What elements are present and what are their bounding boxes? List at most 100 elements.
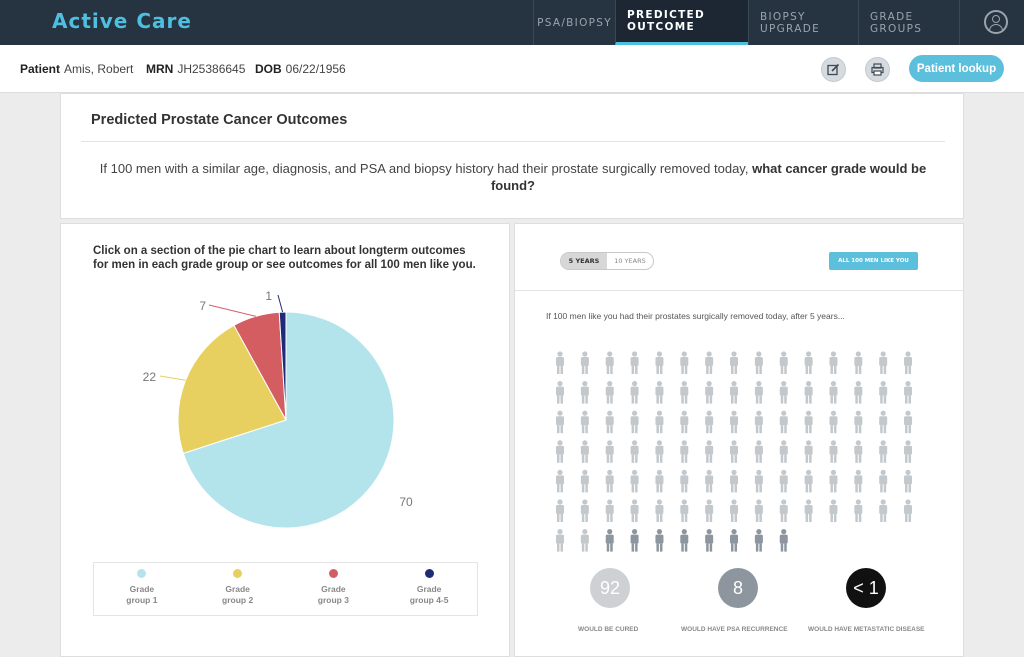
person-icon xyxy=(829,410,838,434)
person-icon xyxy=(605,469,614,493)
person-icon xyxy=(605,529,614,552)
person-icon xyxy=(730,469,739,493)
person-icon xyxy=(804,499,813,522)
toggle-10-years[interactable]: 10 YEARS xyxy=(614,257,646,265)
patient-bar: Patient Amis, Robert MRN JH25386645 DOB 06/… xyxy=(0,45,1024,93)
user-circle-icon[interactable] xyxy=(984,10,1008,34)
person-icon xyxy=(680,381,689,404)
person-icon xyxy=(630,529,639,552)
person-icon xyxy=(754,440,763,463)
person-icon xyxy=(556,351,564,374)
person-icon xyxy=(680,351,689,374)
patient-lookup-button[interactable]: Patient lookup xyxy=(909,55,1004,82)
person-icon xyxy=(829,440,838,463)
person-icon xyxy=(630,440,639,463)
person-icon xyxy=(605,410,614,434)
pie-slice-grade-1[interactable] xyxy=(182,311,395,529)
person-icon xyxy=(605,499,614,522)
icon-array-subtitle: If 100 men like you had their prostates … xyxy=(546,311,845,321)
divider xyxy=(81,141,945,142)
dob-value: 06/22/1956 xyxy=(285,62,346,76)
patient-name-field: Patient Amis, Robert xyxy=(20,62,133,76)
person-icon xyxy=(705,381,714,404)
person-icon xyxy=(556,499,564,522)
person-icon xyxy=(779,499,788,522)
legend-item-grade-3[interactable]: Grade group 3 xyxy=(286,563,382,615)
person-icon xyxy=(904,469,913,493)
nav-tabs: PSA/BIOPSY PREDICTED OUTCOME BIOPSY UPGR… xyxy=(533,0,1024,45)
person-icon xyxy=(754,469,763,493)
tab-biopsy-upgrade[interactable]: BIOPSY UPGRADE xyxy=(748,0,858,45)
person-icon xyxy=(730,351,739,374)
person-icon xyxy=(705,469,714,493)
person-icon xyxy=(754,351,763,374)
person-icon xyxy=(879,381,888,404)
print-button[interactable] xyxy=(865,57,890,82)
person-icon xyxy=(605,381,614,404)
tab-predicted-outcome[interactable]: PREDICTED OUTCOME xyxy=(615,0,748,45)
person-icon xyxy=(879,499,888,522)
person-icon xyxy=(779,469,788,493)
person-icon xyxy=(829,469,838,493)
person-icon xyxy=(580,381,589,404)
person-icon xyxy=(854,381,863,404)
person-icon xyxy=(754,499,763,522)
legend-label: Grade group 4-5 xyxy=(409,584,449,605)
grade-pie-chart[interactable]: 70 22 7 1 xyxy=(61,274,509,544)
person-icon xyxy=(680,529,689,552)
divider xyxy=(515,290,963,291)
person-icon xyxy=(904,499,913,522)
mrn-field: MRN JH25386645 xyxy=(146,62,245,76)
person-icon xyxy=(854,410,863,434)
person-icon xyxy=(779,410,788,434)
person-icon xyxy=(580,351,589,374)
stat-metastatic-circle: < 1 xyxy=(846,568,886,608)
outcome-question: If 100 men with a similar age, diagnosis… xyxy=(81,160,945,194)
slice-label-grade-4-5: 1 xyxy=(265,289,272,303)
person-icon xyxy=(556,529,564,552)
legend-dot xyxy=(424,569,434,578)
person-icon xyxy=(580,529,589,552)
legend-item-grade-1[interactable]: Grade group 1 xyxy=(94,563,190,615)
legend-dot xyxy=(137,569,147,578)
people-icon-array xyxy=(556,351,913,552)
slice-label-grade-2: 22 xyxy=(143,370,157,384)
person-icon xyxy=(655,410,664,434)
edit-button[interactable] xyxy=(821,57,846,82)
tab-psa-biopsy[interactable]: PSA/BIOPSY xyxy=(533,0,615,45)
person-icon xyxy=(655,351,664,374)
person-icon xyxy=(854,499,863,522)
person-icon xyxy=(655,440,664,463)
tab-grade-groups[interactable]: GRADE GROUPS xyxy=(858,0,959,45)
person-icon xyxy=(904,440,913,463)
person-icon xyxy=(580,410,589,434)
person-icon xyxy=(705,529,714,552)
stat-metastatic-value: < 1 xyxy=(853,577,879,598)
toggle-5-years[interactable]: 5 YEARS xyxy=(561,253,607,269)
person-icon xyxy=(854,469,863,493)
person-icon xyxy=(680,440,689,463)
stat-cured-value: 92 xyxy=(599,577,621,598)
person-icon xyxy=(655,469,664,493)
stat-cured-label: WOULD BE CURED xyxy=(578,626,639,633)
person-icon xyxy=(655,499,664,522)
page-title: Predicted Prostate Cancer Outcomes xyxy=(91,112,348,128)
all-men-button[interactable]: ALL 100 MEN LIKE YOU xyxy=(829,252,918,270)
person-icon xyxy=(705,351,714,374)
person-icon xyxy=(705,410,714,434)
person-icon xyxy=(754,410,763,434)
person-icon xyxy=(904,410,913,434)
person-icon xyxy=(680,410,689,434)
print-icon xyxy=(871,63,884,76)
person-icon xyxy=(630,351,639,374)
slice-leader-line xyxy=(208,304,256,317)
pie-slice-grade-2[interactable] xyxy=(177,324,287,455)
person-icon xyxy=(680,469,689,493)
legend-item-grade-2[interactable]: Grade group 2 xyxy=(190,563,286,615)
person-icon xyxy=(879,351,888,374)
person-icon xyxy=(705,499,714,522)
pie-slice-grade-4-5[interactable] xyxy=(278,311,287,421)
user-menu[interactable] xyxy=(959,0,1024,45)
legend-item-grade-4-5[interactable]: Grade group 4-5 xyxy=(381,563,477,615)
person-icon xyxy=(829,499,838,522)
